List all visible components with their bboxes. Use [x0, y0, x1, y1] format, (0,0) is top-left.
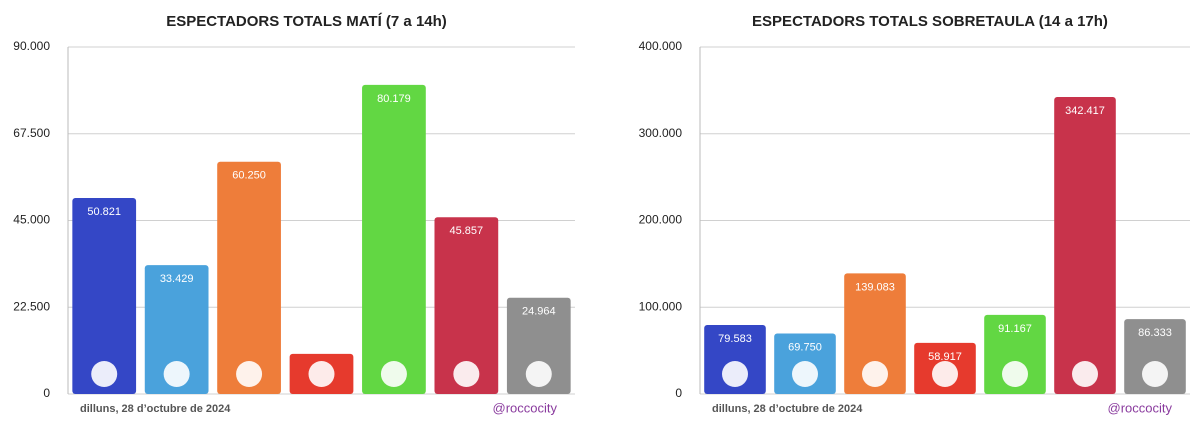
credit-label: @roccocity — [1108, 400, 1173, 415]
channel-logo — [862, 361, 888, 387]
value-label: 24.964 — [522, 306, 556, 318]
y-tick-label: 100.000 — [639, 299, 683, 313]
y-tick-label: 90.000 — [13, 39, 50, 53]
value-label: 139.083 — [855, 281, 895, 293]
chart-title: ESPECTADORS TOTALS MATÍ (7 a 14h) — [166, 13, 447, 30]
bar — [72, 198, 137, 394]
channel-logo — [792, 361, 818, 387]
bar — [1054, 96, 1116, 395]
value-label: 50.821 — [87, 206, 121, 218]
channel-logo — [236, 361, 263, 387]
channel-logo — [91, 361, 118, 387]
channel-logo — [308, 361, 335, 387]
y-tick-label: 45.000 — [13, 213, 50, 227]
date-label: dilluns, 28 d’octubre de 2024 — [80, 403, 231, 415]
channel-logo — [932, 361, 958, 387]
bar — [434, 217, 499, 394]
bar — [217, 161, 281, 394]
channel-logo — [1142, 361, 1168, 387]
credit-label: @roccocity — [493, 400, 558, 415]
value-label: 91.167 — [998, 323, 1032, 335]
channel-logo — [163, 361, 190, 387]
y-tick-label: 0 — [43, 386, 50, 400]
channel-logo — [1002, 361, 1028, 387]
y-tick-label: 0 — [675, 386, 682, 400]
bar — [362, 84, 426, 394]
value-label: 86.333 — [1138, 327, 1172, 339]
bar — [144, 265, 209, 394]
y-tick-label: 400.000 — [639, 39, 683, 53]
channel-logo — [453, 361, 480, 387]
bar — [844, 273, 906, 394]
value-label: 45.857 — [450, 225, 484, 237]
channel-logo — [380, 361, 407, 387]
bar — [704, 324, 766, 394]
value-label: 79.583 — [718, 333, 752, 345]
date-label: dilluns, 28 d’octubre de 2024 — [712, 403, 863, 415]
y-tick-label: 22.500 — [13, 299, 50, 313]
channel-logo — [525, 361, 552, 387]
value-label: 342.417 — [1065, 105, 1105, 117]
y-tick-label: 67.500 — [13, 126, 50, 140]
channel-logo — [1072, 361, 1098, 387]
value-label: 33.429 — [160, 273, 194, 285]
value-label: 58.917 — [928, 351, 962, 363]
channel-logo — [722, 361, 748, 387]
chart-title: ESPECTADORS TOTALS SOBRETAULA (14 a 17h) — [752, 13, 1108, 30]
bar — [1124, 319, 1186, 394]
value-label: 60.250 — [232, 170, 266, 182]
bar — [506, 297, 571, 394]
bar — [984, 314, 1046, 394]
value-label: 69.750 — [788, 341, 822, 353]
y-tick-label: 200.000 — [639, 213, 683, 227]
value-label: 80.179 — [377, 93, 411, 105]
y-tick-label: 300.000 — [639, 126, 683, 140]
